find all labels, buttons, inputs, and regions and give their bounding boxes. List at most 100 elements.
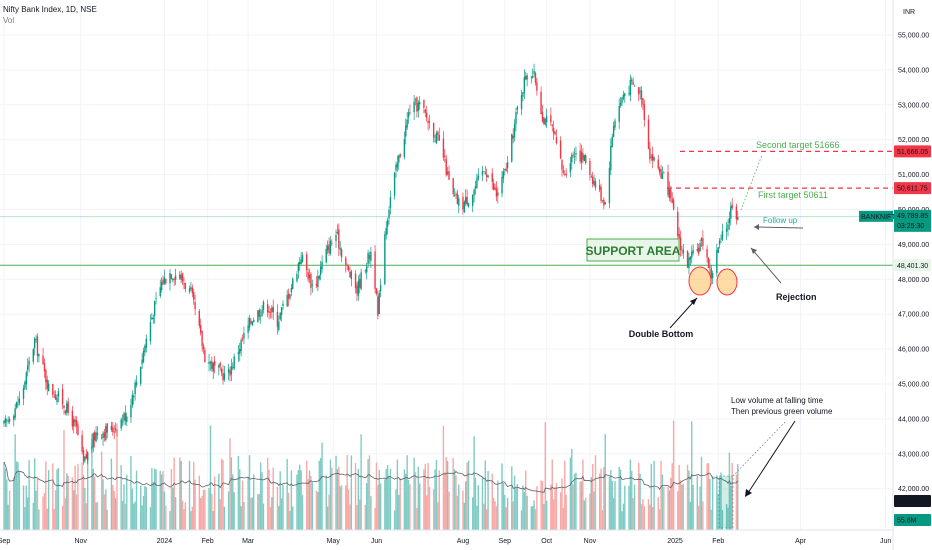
volume-bar xyxy=(619,469,622,530)
candle-body xyxy=(356,285,358,294)
volume-bar xyxy=(66,473,68,530)
volume-bar xyxy=(280,498,283,530)
candle-body xyxy=(628,93,630,94)
volume-bar xyxy=(465,481,467,530)
candle-body xyxy=(47,383,50,392)
candle-body xyxy=(591,176,594,184)
candle-body xyxy=(347,265,350,271)
candle-body xyxy=(250,320,252,324)
volume-bar xyxy=(325,475,327,530)
candle-body xyxy=(689,257,692,260)
volume-bar xyxy=(73,490,75,530)
volume-bar xyxy=(526,495,528,530)
candle-body xyxy=(259,315,262,317)
volume-bar xyxy=(725,503,728,530)
volume-bar xyxy=(340,485,343,530)
rejection-arrowhead xyxy=(751,248,757,254)
volume-bar xyxy=(100,451,103,530)
volume-bar xyxy=(160,474,163,530)
volume-bar xyxy=(120,465,122,530)
volume-bar xyxy=(208,487,210,530)
candle-body xyxy=(398,155,400,163)
candle-body xyxy=(467,203,470,207)
volume-bar xyxy=(396,459,399,530)
volume-bar xyxy=(250,497,252,530)
volume-bar xyxy=(663,487,665,530)
volume-bar xyxy=(580,481,583,530)
volume-bar xyxy=(134,501,136,530)
volume-bar xyxy=(105,489,107,530)
volume-bar xyxy=(423,469,425,530)
volume-bar xyxy=(71,477,74,530)
volume-bar xyxy=(679,480,682,530)
candle-body xyxy=(251,321,254,326)
x-tick-label: 2024 xyxy=(157,538,173,545)
candle-body xyxy=(585,155,587,163)
candle-body xyxy=(204,350,206,363)
candle-body xyxy=(296,274,298,282)
volume-bar xyxy=(700,456,703,530)
candle-body xyxy=(710,268,712,279)
candle-body xyxy=(22,387,25,399)
candle-body xyxy=(699,243,701,252)
candle-body xyxy=(681,249,683,251)
double-bottom-text: Double Bottom xyxy=(629,329,694,339)
candle-body xyxy=(561,160,563,170)
candle-body xyxy=(297,263,300,272)
volume-bar xyxy=(248,455,251,530)
volume-bar xyxy=(506,497,509,530)
candle-body xyxy=(247,325,249,333)
candle-body xyxy=(395,164,397,171)
volume-bar xyxy=(661,474,664,530)
candle-body xyxy=(321,261,323,270)
candle-body xyxy=(63,405,65,408)
volume-bar xyxy=(6,479,8,530)
candle-body xyxy=(512,135,514,139)
candle-body xyxy=(248,318,251,328)
volume-bar xyxy=(114,498,117,530)
candle-body xyxy=(463,202,466,213)
volume-bar xyxy=(15,461,18,530)
candle-body xyxy=(181,273,184,282)
volume-bar xyxy=(379,483,382,530)
candle-body xyxy=(554,131,556,135)
candle-body xyxy=(434,140,436,142)
volume-bar xyxy=(543,504,545,530)
candle-body xyxy=(120,419,122,429)
volume-bar xyxy=(472,497,474,530)
candle-body xyxy=(169,273,171,284)
candle-body xyxy=(229,370,231,376)
candle-body xyxy=(487,175,489,178)
candle-body xyxy=(328,244,330,253)
candle-body xyxy=(541,112,544,122)
candle-body xyxy=(329,240,332,254)
price-axis[interactable]: INR 42,000.00 43,000.00 44,000.00 45,000.00 4… xyxy=(892,0,932,550)
candle-body xyxy=(18,398,21,404)
volume-bar xyxy=(219,499,221,530)
candle-body xyxy=(484,172,486,175)
candle-body xyxy=(385,227,387,236)
volume-dotted-line xyxy=(732,420,787,477)
candle-body xyxy=(272,306,274,313)
candle-body xyxy=(28,360,30,365)
candle-body xyxy=(670,189,672,199)
candle-body xyxy=(725,228,728,232)
candle-body xyxy=(299,261,301,265)
volume-bar xyxy=(57,467,60,530)
candle-body xyxy=(340,249,343,258)
candle-body xyxy=(516,106,519,110)
volume-bar xyxy=(504,495,506,530)
y-tick-label: 52,000.00 xyxy=(898,137,929,144)
candle-body xyxy=(57,391,60,397)
countdown-text: 03:25:30 xyxy=(897,223,924,230)
price-levels xyxy=(0,150,893,266)
volume-bar xyxy=(145,487,147,530)
volume-bar xyxy=(155,469,157,530)
candle-body xyxy=(589,160,591,175)
candle-body xyxy=(15,402,18,408)
candle-body xyxy=(601,200,604,202)
volume-bar xyxy=(296,474,298,530)
time-axis[interactable]: Sep Nov 2024 Feb Mar May Jun Aug Sep Oct Nov 2025 Fe… xyxy=(0,529,893,545)
volume-bar xyxy=(54,490,57,530)
